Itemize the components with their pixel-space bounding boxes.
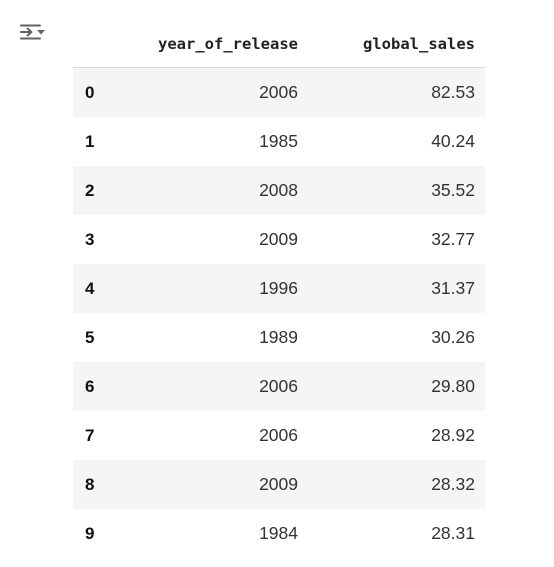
row-index: 2 [73,166,111,215]
row-index: 6 [73,362,111,411]
column-header-year-of-release: year_of_release [111,20,298,68]
cell-global-sales: 82.53 [298,68,485,118]
row-index: 3 [73,215,111,264]
cell-global-sales: 32.77 [298,215,485,264]
cell-global-sales: 28.92 [298,411,485,460]
output-collapse-icon[interactable] [18,20,48,44]
table-row: 9 1984 28.31 [73,509,485,558]
dataframe-table: year_of_release global_sales 0 2006 82.5… [73,20,485,558]
cell-year-of-release: 1996 [111,264,298,313]
row-index: 4 [73,264,111,313]
table-row: 6 2006 29.80 [73,362,485,411]
table-row: 2 2008 35.52 [73,166,485,215]
table-header-row: year_of_release global_sales [73,20,485,68]
table-row: 4 1996 31.37 [73,264,485,313]
cell-global-sales: 28.31 [298,509,485,558]
cell-global-sales: 40.24 [298,117,485,166]
output-collapse-icon-glyph [18,20,48,44]
cell-global-sales: 28.32 [298,460,485,509]
cell-year-of-release: 1989 [111,313,298,362]
row-index: 8 [73,460,111,509]
cell-year-of-release: 2009 [111,215,298,264]
cell-year-of-release: 2006 [111,68,298,118]
cell-global-sales: 30.26 [298,313,485,362]
cell-global-sales: 29.80 [298,362,485,411]
cell-year-of-release: 2006 [111,411,298,460]
row-index: 9 [73,509,111,558]
cell-year-of-release: 1985 [111,117,298,166]
cell-year-of-release: 2009 [111,460,298,509]
index-header [73,20,111,68]
row-index: 5 [73,313,111,362]
table-row: 8 2009 28.32 [73,460,485,509]
cell-year-of-release: 2008 [111,166,298,215]
table-row: 5 1989 30.26 [73,313,485,362]
cell-year-of-release: 2006 [111,362,298,411]
row-index: 1 [73,117,111,166]
cell-global-sales: 35.52 [298,166,485,215]
table-row: 3 2009 32.77 [73,215,485,264]
column-header-global-sales: global_sales [298,20,485,68]
row-index: 7 [73,411,111,460]
cell-global-sales: 31.37 [298,264,485,313]
table-row: 0 2006 82.53 [73,68,485,118]
cell-year-of-release: 1984 [111,509,298,558]
row-index: 0 [73,68,111,118]
table-row: 7 2006 28.92 [73,411,485,460]
table-row: 1 1985 40.24 [73,117,485,166]
